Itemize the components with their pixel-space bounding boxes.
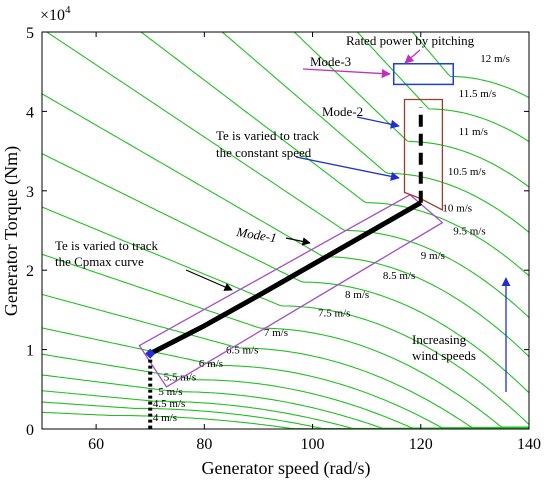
plot-frame [41, 31, 530, 430]
rated-power-text: Rated power by pitching [346, 33, 475, 48]
wind-curve [42, 353, 529, 429]
wind-speed-curves [42, 32, 529, 429]
wind-curve [221, 32, 529, 234]
increasing-wind-text-1: Increasing [412, 332, 467, 347]
x-tick-label: 120 [409, 436, 433, 453]
wind-speed-label: 6.5 m/s [226, 345, 258, 357]
mode1-box [138, 194, 444, 388]
rated-power-arrow [404, 49, 421, 64]
wind-speed-label: 10 m/s [442, 202, 472, 214]
wind-curve [42, 374, 529, 429]
y-tick-label: 3 [26, 184, 34, 201]
wind-speed-label: 4.5 m/s [153, 398, 185, 410]
wind-curve [356, 32, 529, 143]
y-multiplier-exponent: 4 [65, 4, 71, 16]
x-tick-label: 100 [301, 436, 325, 453]
te-cp-text-2: the Cpmax curve [55, 254, 144, 269]
mode3-box [392, 63, 454, 86]
wind-speed-label: 7.5 m/s [318, 307, 350, 319]
mode3-text: Mode-3 [310, 54, 351, 69]
te-speed-text-2: the constant speed [216, 145, 312, 160]
start-marker [145, 348, 156, 359]
operating-path-line [149, 200, 423, 356]
wind-speed-label: 5.5 m/s [164, 372, 196, 384]
wind-curve [42, 153, 529, 394]
mode2-text: Mode-2 [322, 104, 363, 119]
wind-curve [42, 390, 529, 429]
wind-speed-label: 12 m/s [480, 53, 510, 65]
x-tick-label: 80 [196, 436, 212, 453]
cpmax-arrow [185, 269, 233, 291]
wind-speed-label: 7 m/s [264, 327, 288, 339]
wind-speed-label: 6 m/s [199, 358, 223, 370]
y-multiplier-base: ×10 [40, 7, 65, 24]
mode2-arrow [356, 116, 400, 129]
mode1-text: Mode-1 [235, 224, 278, 245]
wind-curve [42, 253, 529, 428]
y-tick-label: 5 [26, 25, 34, 42]
y-tick-label: 0 [26, 422, 34, 439]
wind-speed-label: 11 m/s [459, 126, 488, 138]
wind-curve [45, 32, 529, 319]
mode2-box [403, 98, 444, 211]
y-tick-label: 1 [26, 343, 34, 360]
increasing-wind-text-2: wind speeds [412, 348, 476, 363]
y-multiplier: ×104 [40, 4, 71, 24]
wind-speed-label: 9.5 m/s [453, 225, 485, 237]
x-tick-label: 140 [517, 436, 541, 453]
wind-curve [411, 32, 529, 99]
wind-curve [42, 327, 529, 429]
mode1-arrow [285, 237, 311, 246]
constant-speed-arrow [295, 156, 400, 181]
y-axis: 0 1 2 3 4 5 [26, 25, 529, 439]
wind-curve [42, 93, 529, 358]
wind-speed-label: 10.5 m/s [448, 166, 486, 178]
y-tick-label: 2 [26, 263, 34, 280]
wind-curve [42, 293, 529, 428]
wind-speed-labels: 4 m/s 4.5 m/s5 m/s 5.5 m/s6 m/s6.5 m/s 7 m/… [153, 53, 510, 424]
wind-speed-label: 4 m/s [153, 412, 177, 424]
wind-curve [42, 206, 529, 426]
x-tick-label: 60 [88, 436, 104, 453]
wind-speed-label: 8.5 m/s [383, 270, 415, 282]
y-axis-label: Generator Torque (Nm) [1, 146, 22, 316]
x-axis: 60 80 100 120 140 [88, 32, 541, 453]
wind-curve [42, 411, 529, 429]
wind-curve [140, 32, 529, 277]
wind-curve [293, 32, 529, 188]
mode3-arrow [302, 68, 391, 79]
wind-speed-label: 5 m/s [158, 386, 182, 398]
wind-speed-label: 11.5 m/s [459, 88, 497, 100]
wind-speed-label: 9 m/s [421, 250, 445, 262]
te-speed-text-1: Te is varied to track [216, 128, 320, 143]
wind-speed-label: 8 m/s [345, 289, 369, 301]
x-axis-label: Generator speed (rad/s) [202, 458, 371, 479]
y-tick-label: 4 [26, 104, 34, 121]
te-cp-text-1: Te is varied to track [55, 238, 159, 253]
